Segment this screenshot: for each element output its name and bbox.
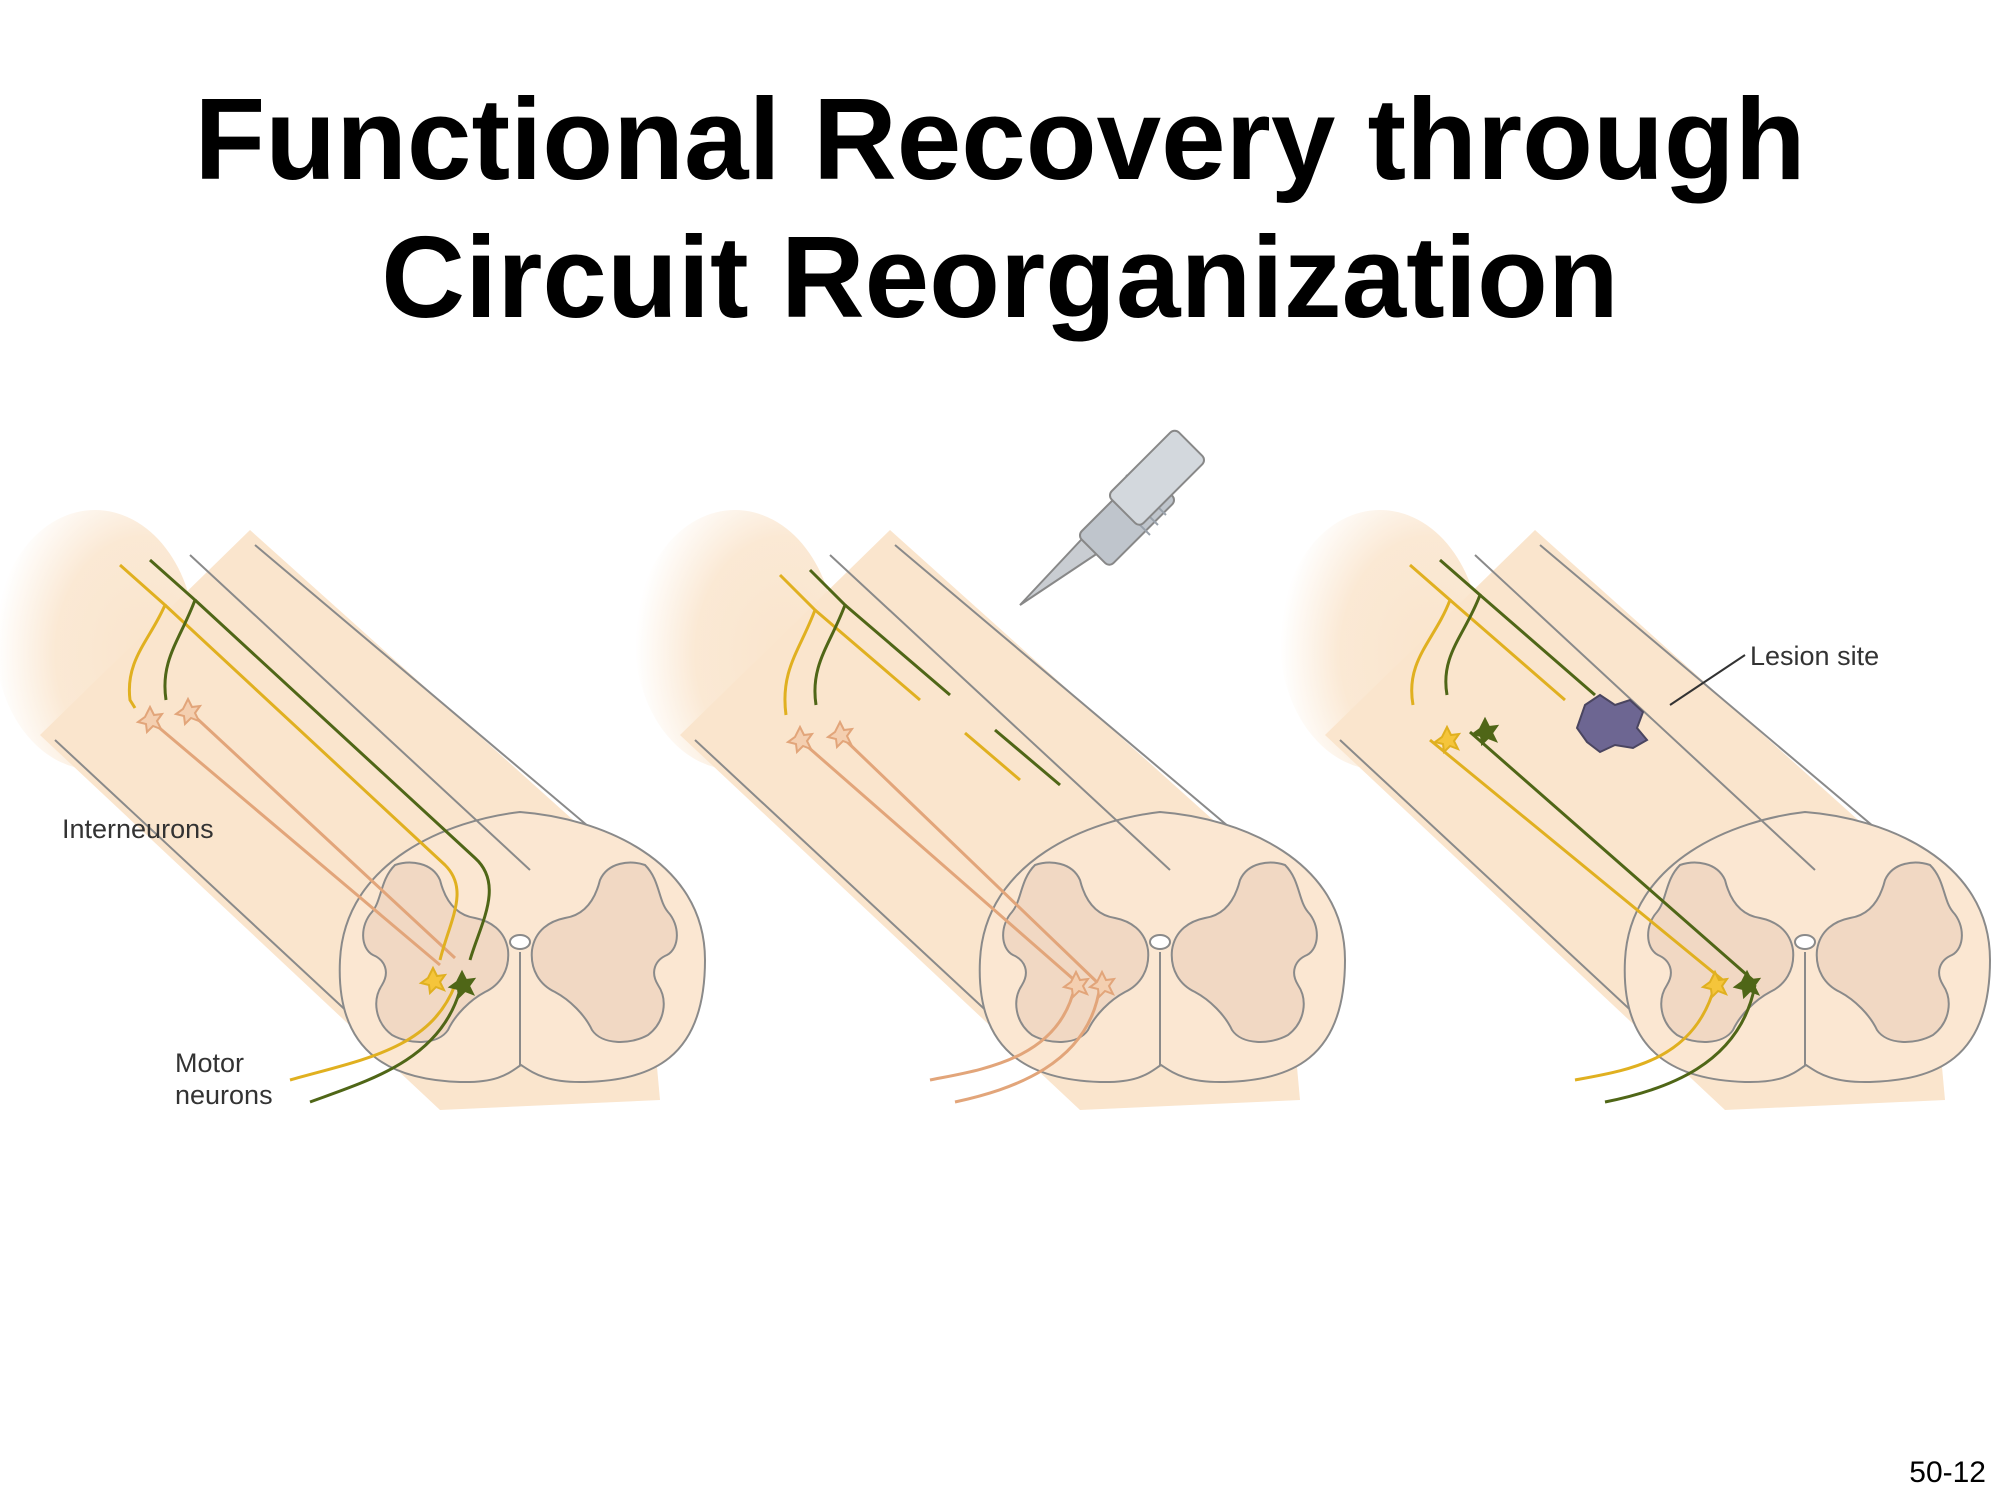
slide-title: Functional Recovery through Circuit Reor… (0, 70, 2000, 346)
slide-number: 50-12 (1909, 1456, 1986, 1489)
panel-recovery: Lesion site (1279, 509, 1991, 1111)
lesion-site-label: Lesion site (1750, 641, 1879, 671)
panel-intact: Interneurons Motor neurons (0, 509, 706, 1111)
motor-neurons-label-line2: neurons (175, 1080, 273, 1110)
interneurons-label: Interneurons (62, 814, 214, 844)
title-line-1: Functional Recovery through (194, 74, 1806, 204)
lesion-icon (1575, 693, 1649, 754)
panel-lesion (634, 509, 1346, 1111)
motor-neurons-label-line1: Motor (175, 1048, 244, 1078)
title-line-2: Circuit Reorganization (381, 212, 1619, 342)
scalpel-icon (1019, 429, 1206, 606)
